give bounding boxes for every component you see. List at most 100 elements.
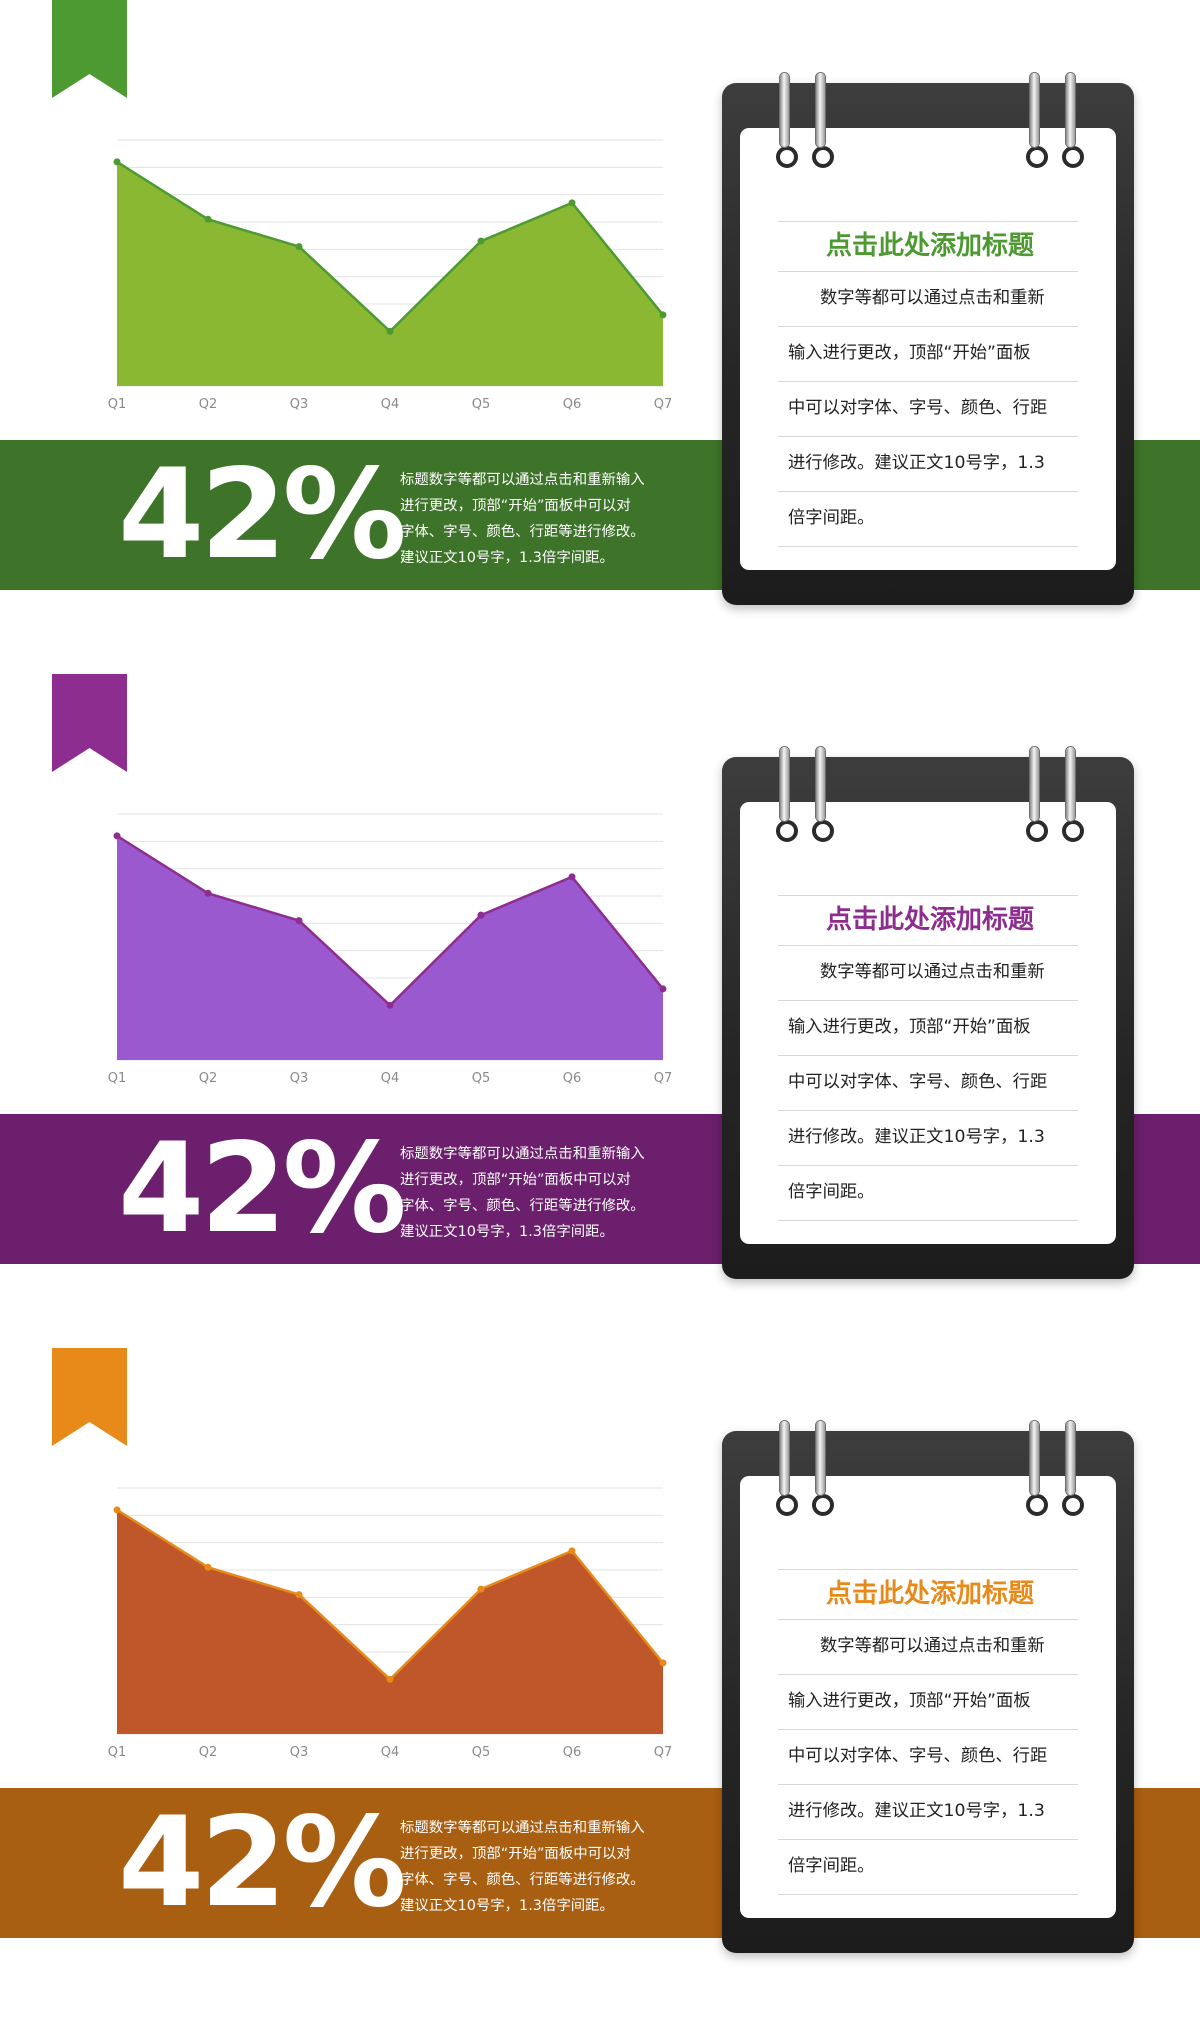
notebook-card: 点击此处添加标题 数字等都可以通过点击和重新 输入进行更改，顶部“开始”面板 中… xyxy=(722,1421,1134,1953)
area-chart: Q1 Q2 Q3 Q4 Q5 Q6 Q7 xyxy=(108,1487,673,1760)
data-point xyxy=(204,889,212,897)
notebook-text-line: 倍字间距。 xyxy=(788,1182,875,1202)
bookmark-ribbon-icon xyxy=(52,0,127,98)
x-tick-label: Q4 xyxy=(381,1745,400,1760)
data-point xyxy=(659,311,667,319)
data-point xyxy=(113,832,121,840)
rule-line xyxy=(778,1784,1078,1785)
data-point xyxy=(568,873,576,881)
binder-hole-icon xyxy=(1062,1494,1084,1516)
data-point xyxy=(295,1591,303,1599)
infographic-section-3: Q1 Q2 Q3 Q4 Q5 Q6 Q7 42% 标题数字等都可以通过点击和重新输入 进行更… xyxy=(0,1348,1200,2022)
x-tick-label: Q6 xyxy=(563,397,582,412)
x-tick-label: Q7 xyxy=(654,397,673,412)
x-tick-label: Q5 xyxy=(472,397,491,412)
binder-ring-icon xyxy=(780,73,789,147)
data-point xyxy=(659,1659,667,1667)
band-text-line: 标题数字等都可以通过点击和重新输入 xyxy=(400,1146,645,1162)
rule-line xyxy=(778,491,1078,492)
x-tick-label: Q1 xyxy=(108,1071,127,1086)
notebook-text-line: 输入进行更改，顶部“开始”面板 xyxy=(788,1017,1031,1037)
area-fill xyxy=(117,161,663,386)
notebook-card: 点击此处添加标题 数字等都可以通过点击和重新 输入进行更改，顶部“开始”面板 中… xyxy=(722,73,1134,605)
data-point xyxy=(295,917,303,925)
binder-hole-icon xyxy=(1026,146,1048,168)
notebook-text-line: 中可以对字体、字号、颜色、行距 xyxy=(788,1746,1048,1766)
data-point xyxy=(477,911,485,919)
x-tick-label: Q1 xyxy=(108,1745,127,1760)
band-text-line: 字体、字号、颜色、行距等进行修改。 xyxy=(400,1198,645,1214)
data-point xyxy=(477,1585,485,1593)
rule-line xyxy=(778,1894,1078,1895)
notebook-text-line: 倍字间距。 xyxy=(788,1856,875,1876)
rule-line xyxy=(778,1110,1078,1111)
band-text-line: 标题数字等都可以通过点击和重新输入 xyxy=(400,1820,645,1836)
binder-ring-icon xyxy=(1030,1421,1039,1495)
rule-line xyxy=(778,1619,1078,1620)
x-tick-label: Q7 xyxy=(654,1071,673,1086)
rule-line xyxy=(778,1165,1078,1166)
notebook-text-line: 中可以对字体、字号、颜色、行距 xyxy=(788,1072,1048,1092)
band-text-line: 字体、字号、颜色、行距等进行修改。 xyxy=(400,524,645,540)
area-fill xyxy=(117,835,663,1060)
area-fill xyxy=(117,1509,663,1734)
x-tick-label: Q6 xyxy=(563,1071,582,1086)
data-point xyxy=(568,199,576,207)
rule-line xyxy=(778,1569,1078,1570)
binder-hole-icon xyxy=(812,1494,834,1516)
binder-hole-icon xyxy=(1026,1494,1048,1516)
data-point xyxy=(386,1001,394,1009)
notebook-paper: 点击此处添加标题 数字等都可以通过点击和重新 输入进行更改，顶部“开始”面板 中… xyxy=(740,802,1116,1244)
rule-line xyxy=(778,1674,1078,1675)
x-tick-label: Q5 xyxy=(472,1071,491,1086)
binder-ring-icon xyxy=(1066,73,1075,147)
data-point xyxy=(113,1506,121,1514)
binder-hole-icon xyxy=(776,1494,798,1516)
rule-line xyxy=(778,436,1078,437)
binder-ring-icon xyxy=(1066,1421,1075,1495)
infographic-section-2: Q1 Q2 Q3 Q4 Q5 Q6 Q7 42% 标题数字等都可以通过点击和重新输入 进行更… xyxy=(0,674,1200,1348)
binder-hole-icon xyxy=(776,820,798,842)
binder-hole-icon xyxy=(1026,820,1048,842)
binder-hole-icon xyxy=(1062,820,1084,842)
binder-ring-icon xyxy=(1030,747,1039,821)
x-tick-label: Q2 xyxy=(199,1745,218,1760)
notebook-text-line: 倍字间距。 xyxy=(788,508,875,528)
notebook-title: 点击此处添加标题 xyxy=(825,1579,1034,1609)
notebook-text-line: 数字等都可以通过点击和重新 xyxy=(820,288,1045,308)
data-point xyxy=(113,158,121,166)
big-percent-value: 42% xyxy=(118,1791,407,1935)
data-point xyxy=(477,237,485,245)
x-tick-label: Q3 xyxy=(290,397,309,412)
rule-line xyxy=(778,271,1078,272)
rule-line xyxy=(778,1220,1078,1221)
notebook-text-line: 输入进行更改，顶部“开始”面板 xyxy=(788,1691,1031,1711)
rule-line xyxy=(778,221,1078,222)
notebook-text-line: 进行修改。建议正文10号字，1.3 xyxy=(788,1127,1045,1147)
binder-ring-icon xyxy=(1030,73,1039,147)
x-tick-label: Q6 xyxy=(563,1745,582,1760)
x-tick-label: Q5 xyxy=(472,1745,491,1760)
binder-ring-icon xyxy=(816,747,825,821)
x-tick-label: Q2 xyxy=(199,397,218,412)
x-tick-label: Q3 xyxy=(290,1071,309,1086)
data-point xyxy=(204,215,212,223)
data-point xyxy=(386,1675,394,1683)
notebook-text-line: 数字等都可以通过点击和重新 xyxy=(820,962,1045,982)
binder-hole-icon xyxy=(812,820,834,842)
notebook-text-line: 进行修改。建议正文10号字，1.3 xyxy=(788,1801,1045,1821)
binder-ring-icon xyxy=(780,747,789,821)
band-text-line: 进行更改，顶部“开始”面板中可以对 xyxy=(400,1846,631,1862)
x-tick-label: Q7 xyxy=(654,1745,673,1760)
rule-line xyxy=(778,381,1078,382)
x-tick-label: Q4 xyxy=(381,1071,400,1086)
band-text-line: 进行更改，顶部“开始”面板中可以对 xyxy=(400,498,631,514)
notebook-text-line: 中可以对字体、字号、颜色、行距 xyxy=(788,398,1048,418)
band-description: 标题数字等都可以通过点击和重新输入 进行更改，顶部“开始”面板中可以对 字体、字… xyxy=(400,467,700,571)
rule-line xyxy=(778,1729,1078,1730)
rule-line xyxy=(778,546,1078,547)
notebook-title: 点击此处添加标题 xyxy=(825,905,1034,935)
band-text-line: 建议正文10号字，1.3倍字间距。 xyxy=(400,1898,614,1914)
notebook-text-line: 数字等都可以通过点击和重新 xyxy=(820,1636,1045,1656)
notebook-card: 点击此处添加标题 数字等都可以通过点击和重新 输入进行更改，顶部“开始”面板 中… xyxy=(722,747,1134,1279)
